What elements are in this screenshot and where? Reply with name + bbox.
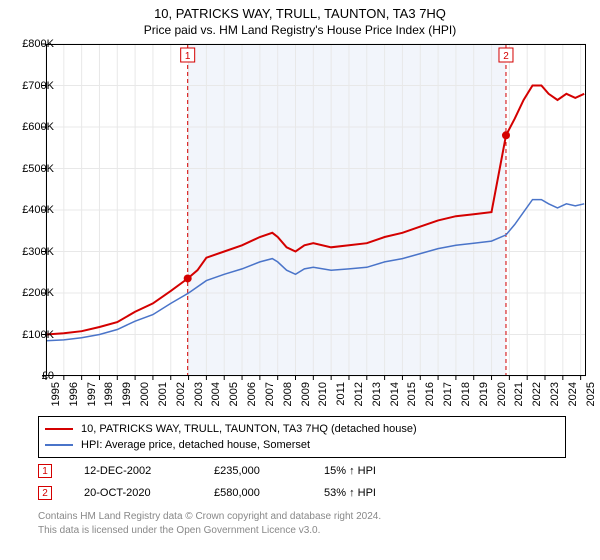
sales-table: 1 12-DEC-2002£235,00015% ↑ HPI 2 20-OCT-202… bbox=[38, 460, 566, 504]
x-tick-label: 2021 bbox=[513, 382, 525, 406]
y-tick-label: £600K bbox=[22, 121, 54, 133]
svg-text:1: 1 bbox=[185, 51, 191, 62]
x-tick-label: 2003 bbox=[193, 382, 205, 406]
x-tick-label: 2009 bbox=[300, 382, 312, 406]
y-tick-label: £700K bbox=[22, 80, 54, 92]
sale-pct: 53% ↑ HPI bbox=[324, 487, 444, 499]
sale-pct: 15% ↑ HPI bbox=[324, 465, 444, 477]
x-tick-label: 1995 bbox=[50, 382, 62, 406]
chart-container: 10, PATRICKS WAY, TRULL, TAUNTON, TA3 7H… bbox=[0, 0, 600, 560]
x-tick-label: 2014 bbox=[389, 382, 401, 406]
x-tick-label: 2013 bbox=[371, 382, 383, 406]
x-tick-label: 2002 bbox=[175, 382, 187, 406]
sale-row: 1 12-DEC-2002£235,00015% ↑ HPI bbox=[38, 460, 566, 482]
legend-swatch bbox=[45, 428, 73, 430]
x-tick-label: 1997 bbox=[86, 382, 98, 406]
x-tick-label: 2018 bbox=[460, 382, 472, 406]
chart-svg: 12 bbox=[46, 44, 586, 376]
chart-subtitle: Price paid vs. HM Land Registry's House … bbox=[0, 21, 600, 37]
x-tick-label: 2016 bbox=[424, 382, 436, 406]
sale-price: £580,000 bbox=[214, 487, 324, 499]
sale-date: 12-DEC-2002 bbox=[84, 465, 214, 477]
sale-date: 20-OCT-2020 bbox=[84, 487, 214, 499]
x-tick-label: 2015 bbox=[406, 382, 418, 406]
x-tick-label: 1998 bbox=[103, 382, 115, 406]
footer: Contains HM Land Registry data © Crown c… bbox=[38, 510, 381, 537]
legend-row: 10, PATRICKS WAY, TRULL, TAUNTON, TA3 7H… bbox=[45, 421, 559, 437]
svg-text:2: 2 bbox=[503, 51, 509, 62]
x-tick-label: 2020 bbox=[496, 382, 508, 406]
y-tick-label: £200K bbox=[22, 287, 54, 299]
y-tick-label: £0 bbox=[42, 370, 54, 382]
x-tick-label: 2006 bbox=[246, 382, 258, 406]
sale-price: £235,000 bbox=[214, 465, 324, 477]
x-tick-label: 1996 bbox=[68, 382, 80, 406]
legend-label: 10, PATRICKS WAY, TRULL, TAUNTON, TA3 7H… bbox=[81, 423, 417, 435]
y-tick-label: £400K bbox=[22, 204, 54, 216]
x-tick-label: 2022 bbox=[531, 382, 543, 406]
legend-label: HPI: Average price, detached house, Some… bbox=[81, 439, 310, 451]
y-tick-label: £300K bbox=[22, 246, 54, 258]
x-tick-label: 2001 bbox=[157, 382, 169, 406]
legend: 10, PATRICKS WAY, TRULL, TAUNTON, TA3 7H… bbox=[38, 416, 566, 458]
x-tick-label: 2017 bbox=[442, 382, 454, 406]
x-tick-label: 2007 bbox=[264, 382, 276, 406]
chart-plot-area: 12 bbox=[46, 44, 586, 376]
legend-row: HPI: Average price, detached house, Some… bbox=[45, 437, 559, 453]
legend-swatch bbox=[45, 444, 73, 446]
y-tick-label: £100K bbox=[22, 329, 54, 341]
x-tick-label: 2005 bbox=[228, 382, 240, 406]
footer-line-1: Contains HM Land Registry data © Crown c… bbox=[38, 510, 381, 524]
x-tick-label: 2023 bbox=[549, 382, 561, 406]
chart-title: 10, PATRICKS WAY, TRULL, TAUNTON, TA3 7H… bbox=[0, 0, 600, 21]
x-tick-label: 2008 bbox=[282, 382, 294, 406]
x-tick-label: 1999 bbox=[121, 382, 133, 406]
y-tick-label: £800K bbox=[22, 38, 54, 50]
x-tick-label: 2019 bbox=[478, 382, 490, 406]
x-tick-label: 2000 bbox=[139, 382, 151, 406]
x-tick-label: 2024 bbox=[567, 382, 579, 406]
footer-line-2: This data is licensed under the Open Gov… bbox=[38, 524, 381, 538]
x-tick-label: 2004 bbox=[210, 382, 222, 406]
x-tick-label: 2011 bbox=[335, 382, 347, 406]
sale-marker-box: 2 bbox=[38, 486, 52, 500]
y-tick-label: £500K bbox=[22, 163, 54, 175]
x-tick-label: 2012 bbox=[353, 382, 365, 406]
x-tick-label: 2025 bbox=[585, 382, 597, 406]
sale-row: 2 20-OCT-2020£580,00053% ↑ HPI bbox=[38, 482, 566, 504]
sale-marker-box: 1 bbox=[38, 464, 52, 478]
x-tick-label: 2010 bbox=[317, 382, 329, 406]
